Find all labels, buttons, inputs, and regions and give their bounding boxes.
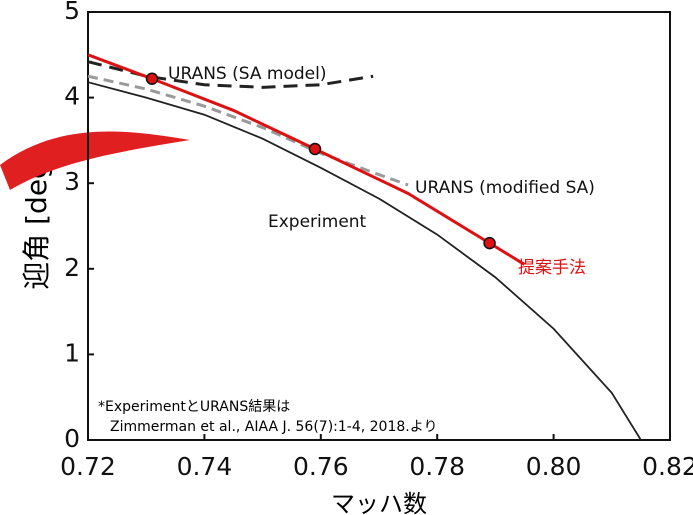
series-label: 提案手法 <box>518 258 586 278</box>
data-point <box>147 73 158 84</box>
y-tick-label: 5 <box>64 0 80 25</box>
series-label: Experiment <box>268 212 367 232</box>
y-tick-label: 1 <box>64 338 80 367</box>
x-tick-label: 0.76 <box>293 452 349 481</box>
series-line <box>88 76 408 185</box>
y-tick-label: 4 <box>64 82 80 111</box>
x-tick-label: 0.82 <box>642 452 693 481</box>
x-tick-label: 0.74 <box>177 452 233 481</box>
x-tick-label: 0.78 <box>409 452 465 481</box>
x-axis-label: マッハ数 <box>331 490 427 515</box>
x-tick-label: 0.80 <box>526 452 582 481</box>
y-tick-label: 2 <box>64 253 80 282</box>
y-tick-label: 0 <box>64 424 80 453</box>
series-label: URANS (modified SA) <box>415 178 595 198</box>
chart: 迎角 [deg] マッハ数 *ExperimentとURANS結果は Zimme… <box>0 0 693 515</box>
note: Zimmerman et al., AIAA J. 56(7):1-4, 201… <box>110 419 437 435</box>
data-point <box>484 238 495 249</box>
series-label: URANS (SA model) <box>168 64 326 84</box>
x-tick-label: 0.72 <box>60 452 116 481</box>
data-point <box>309 143 320 154</box>
y-tick-label: 3 <box>64 167 80 196</box>
note: *ExperimentとURANS結果は <box>98 399 290 415</box>
